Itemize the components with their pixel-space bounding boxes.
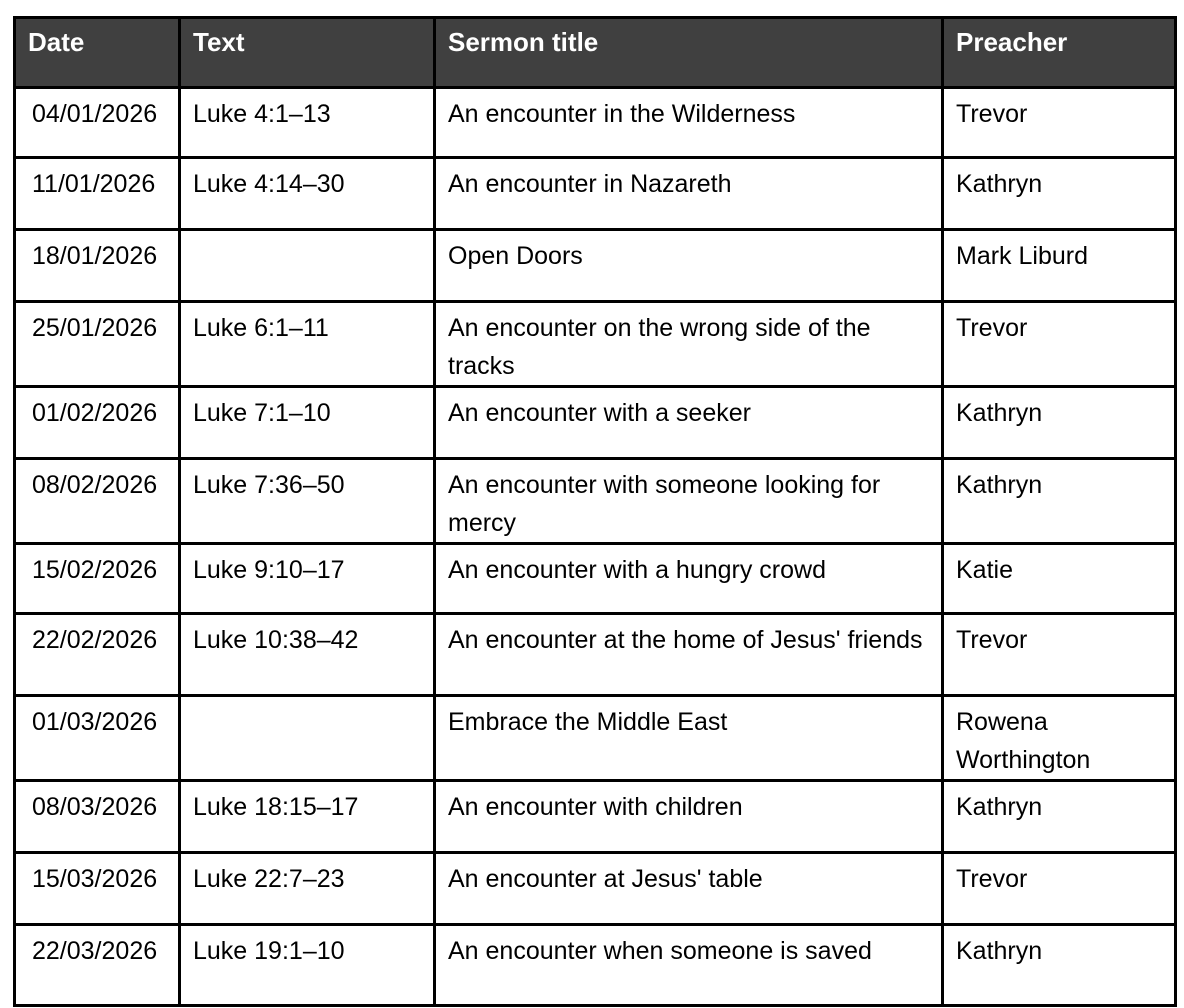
header-text: Text	[178, 16, 436, 89]
cell-text: Luke 4:1–13	[178, 86, 436, 159]
cell-sermon-title: Open Doors	[433, 228, 944, 303]
cell-sermon-title: An encounter with a hungry crowd	[433, 542, 944, 615]
cell-text	[178, 228, 436, 303]
table-row: 01/02/2026 Luke 7:1–10 An encounter with a…	[13, 385, 1177, 460]
cell-preacher: Kathryn	[941, 385, 1177, 460]
cell-sermon-title: An encounter in Nazareth	[433, 156, 944, 231]
cell-preacher: Trevor	[941, 86, 1177, 159]
table-row: 15/03/2026 Luke 22:7–23 An encounter at Je…	[13, 851, 1177, 926]
cell-date: 01/02/2026	[13, 385, 181, 460]
header-date: Date	[13, 16, 181, 89]
table-row: 01/03/2026 Embrace the Middle East Rowena …	[13, 694, 1177, 782]
table-row: 08/03/2026 Luke 18:15–17 An encounter with…	[13, 779, 1177, 854]
cell-date: 22/02/2026	[13, 612, 181, 697]
cell-date: 11/01/2026	[13, 156, 181, 231]
cell-preacher: Kathryn	[941, 923, 1177, 1007]
header-preacher: Preacher	[941, 16, 1177, 89]
cell-sermon-title: An encounter with a seeker	[433, 385, 944, 460]
cell-sermon-title: An encounter when someone is saved	[433, 923, 944, 1007]
sermon-schedule-table: Date Text Sermon title Preacher 04/01/20…	[13, 16, 1177, 1007]
cell-sermon-title: An encounter with someone looking for me…	[433, 457, 944, 545]
cell-date: 01/03/2026	[13, 694, 181, 782]
cell-sermon-title: An encounter with children	[433, 779, 944, 854]
cell-sermon-title: An encounter on the wrong side of the tr…	[433, 300, 944, 388]
cell-date: 04/01/2026	[13, 86, 181, 159]
cell-preacher: Kathryn	[941, 457, 1177, 545]
table-row: 04/01/2026 Luke 4:1–13 An encounter in the…	[13, 86, 1177, 159]
cell-date: 25/01/2026	[13, 300, 181, 388]
cell-date: 15/03/2026	[13, 851, 181, 926]
cell-preacher: Mark Liburd	[941, 228, 1177, 303]
cell-sermon-title: An encounter at Jesus' table	[433, 851, 944, 926]
cell-text: Luke 6:1–11	[178, 300, 436, 388]
table-row: 08/02/2026 Luke 7:36–50 An encounter with …	[13, 457, 1177, 545]
header-row: Date Text Sermon title Preacher	[13, 16, 1177, 89]
cell-text: Luke 10:38–42	[178, 612, 436, 697]
table-row: 22/02/2026 Luke 10:38–42 An encounter at t…	[13, 612, 1177, 697]
cell-preacher: Rowena Worthington	[941, 694, 1177, 782]
cell-text	[178, 694, 436, 782]
cell-preacher: Trevor	[941, 300, 1177, 388]
cell-date: 15/02/2026	[13, 542, 181, 615]
cell-text: Luke 7:1–10	[178, 385, 436, 460]
table-row: 18/01/2026 Open Doors Mark Liburd	[13, 228, 1177, 303]
cell-preacher: Katie	[941, 542, 1177, 615]
cell-sermon-title: An encounter in the Wilderness	[433, 86, 944, 159]
cell-date: 08/03/2026	[13, 779, 181, 854]
cell-date: 08/02/2026	[13, 457, 181, 545]
cell-text: Luke 22:7–23	[178, 851, 436, 926]
table-row: 11/01/2026 Luke 4:14–30 An encounter in Na…	[13, 156, 1177, 231]
cell-text: Luke 4:14–30	[178, 156, 436, 231]
cell-preacher: Kathryn	[941, 156, 1177, 231]
header-sermon-title: Sermon title	[433, 16, 944, 89]
cell-sermon-title: Embrace the Middle East	[433, 694, 944, 782]
cell-text: Luke 9:10–17	[178, 542, 436, 615]
table-row: 15/02/2026 Luke 9:10–17 An encounter with …	[13, 542, 1177, 615]
cell-text: Luke 7:36–50	[178, 457, 436, 545]
cell-preacher: Trevor	[941, 851, 1177, 926]
cell-date: 18/01/2026	[13, 228, 181, 303]
cell-preacher: Kathryn	[941, 779, 1177, 854]
table-row: 22/03/2026 Luke 19:1–10 An encounter when …	[13, 923, 1177, 1007]
cell-text: Luke 18:15–17	[178, 779, 436, 854]
cell-sermon-title: An encounter at the home of Jesus' frien…	[433, 612, 944, 697]
cell-text: Luke 19:1–10	[178, 923, 436, 1007]
table-row: 25/01/2026 Luke 6:1–11 An encounter on the…	[13, 300, 1177, 388]
cell-date: 22/03/2026	[13, 923, 181, 1007]
cell-preacher: Trevor	[941, 612, 1177, 697]
